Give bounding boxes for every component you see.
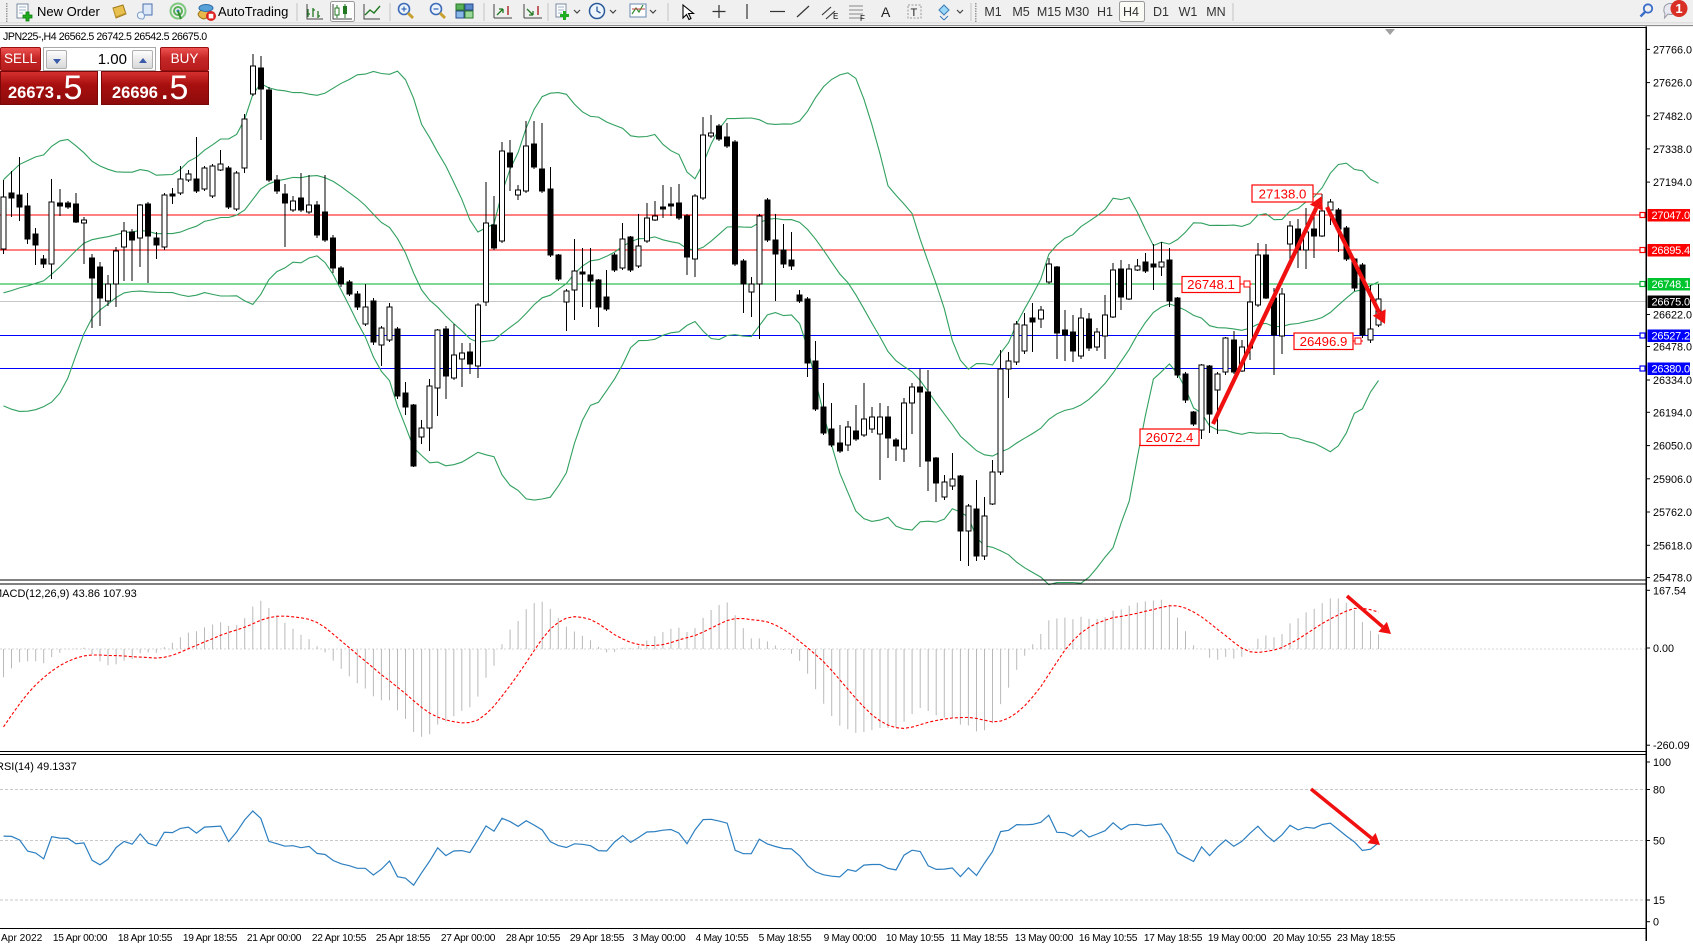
svg-text:23 May 18:55: 23 May 18:55 (1337, 933, 1396, 944)
svg-text:MN: MN (1206, 5, 1225, 19)
svg-text:26748.1: 26748.1 (1652, 279, 1690, 291)
svg-text:26622.0: 26622.0 (1653, 310, 1692, 322)
svg-text:100: 100 (1653, 757, 1671, 769)
svg-text:-260.09: -260.09 (1653, 740, 1690, 752)
svg-text:19 Apr 18:55: 19 Apr 18:55 (183, 933, 238, 944)
svg-text:3 May 00:00: 3 May 00:00 (633, 933, 686, 944)
svg-text:25 Apr 18:55: 25 Apr 18:55 (376, 933, 431, 944)
svg-text:20 May 10:55: 20 May 10:55 (1273, 933, 1332, 944)
svg-text:26527.2: 26527.2 (1652, 331, 1690, 343)
svg-text:26748.1: 26748.1 (1187, 277, 1235, 292)
svg-text:27338.0: 27338.0 (1653, 144, 1692, 156)
svg-text:A: A (881, 4, 891, 20)
svg-text:27138.0: 27138.0 (1259, 187, 1307, 202)
svg-text:0: 0 (1653, 917, 1659, 929)
svg-text:25762.0: 25762.0 (1653, 507, 1692, 519)
svg-text:5 May 18:55: 5 May 18:55 (759, 933, 812, 944)
svg-text:13 May 00:00: 13 May 00:00 (1015, 933, 1074, 944)
svg-text:M15: M15 (1037, 5, 1061, 19)
svg-text:25618.0: 25618.0 (1653, 540, 1692, 552)
svg-text:AutoTrading: AutoTrading (218, 4, 288, 19)
svg-text:26478.0: 26478.0 (1653, 342, 1692, 354)
svg-text:D1: D1 (1153, 5, 1169, 19)
svg-text:10 May 10:55: 10 May 10:55 (886, 933, 945, 944)
svg-text:27626.0: 27626.0 (1653, 78, 1692, 90)
svg-text:15: 15 (1653, 895, 1665, 907)
svg-text:New Order: New Order (37, 4, 101, 19)
svg-text:27766.0: 27766.0 (1653, 44, 1692, 56)
svg-text:50: 50 (1653, 836, 1665, 848)
svg-text:167.54: 167.54 (1653, 585, 1686, 597)
svg-text:29 Apr 18:55: 29 Apr 18:55 (570, 933, 625, 944)
svg-text:26334.0: 26334.0 (1653, 375, 1692, 387)
svg-text:28 Apr 10:55: 28 Apr 10:55 (506, 933, 561, 944)
svg-text:27047.0: 27047.0 (1652, 210, 1690, 222)
svg-text:25906.0: 25906.0 (1653, 474, 1692, 486)
svg-text:M1: M1 (984, 5, 1001, 19)
svg-text:26675.0: 26675.0 (1652, 297, 1690, 309)
svg-text:15 Apr 00:00: 15 Apr 00:00 (53, 933, 108, 944)
svg-text:M30: M30 (1065, 5, 1089, 19)
svg-text:W1: W1 (1179, 5, 1198, 19)
svg-text:26194.0: 26194.0 (1653, 407, 1692, 419)
svg-text:Apr 2022: Apr 2022 (1, 933, 43, 944)
svg-text:26496.9: 26496.9 (1300, 334, 1348, 349)
svg-text:H1: H1 (1097, 5, 1113, 19)
svg-text:26072.4: 26072.4 (1146, 430, 1194, 445)
svg-text:80: 80 (1653, 785, 1665, 797)
svg-text:1: 1 (1675, 1, 1682, 16)
svg-text:22 Apr 10:55: 22 Apr 10:55 (312, 933, 367, 944)
svg-text:17 May 18:55: 17 May 18:55 (1144, 933, 1203, 944)
svg-text:25478.0: 25478.0 (1653, 573, 1692, 585)
svg-text:26050.0: 26050.0 (1653, 441, 1692, 453)
svg-text:9 May 00:00: 9 May 00:00 (824, 933, 877, 944)
svg-text:RSI(14) 49.1337: RSI(14) 49.1337 (0, 761, 77, 773)
svg-text:27482.0: 27482.0 (1653, 111, 1692, 123)
svg-text:M5: M5 (1012, 5, 1029, 19)
svg-text:16 May 10:55: 16 May 10:55 (1079, 933, 1138, 944)
svg-text:18 Apr 10:55: 18 Apr 10:55 (118, 933, 173, 944)
svg-text:4 May 10:55: 4 May 10:55 (696, 933, 749, 944)
svg-text:26895.4: 26895.4 (1652, 245, 1690, 257)
svg-text:JPN225-,H4 26562.5 26742.5 26: JPN225-,H4 26562.5 26742.5 26542.5 26675… (3, 31, 207, 43)
svg-text:T: T (911, 7, 918, 19)
svg-text:0.00: 0.00 (1653, 643, 1674, 655)
svg-text:E: E (833, 12, 838, 21)
svg-text:F: F (860, 14, 865, 23)
svg-text:21 Apr 00:00: 21 Apr 00:00 (247, 933, 302, 944)
svg-text:H4: H4 (1123, 5, 1139, 19)
svg-text:27194.0: 27194.0 (1653, 177, 1692, 189)
svg-text:26380.0: 26380.0 (1652, 364, 1690, 376)
svg-text:MACD(12,26,9) 43.86 107.93: MACD(12,26,9) 43.86 107.93 (0, 588, 137, 600)
svg-text:19 May 00:00: 19 May 00:00 (1208, 933, 1267, 944)
svg-text:27 Apr 00:00: 27 Apr 00:00 (441, 933, 496, 944)
svg-text:11 May 18:55: 11 May 18:55 (950, 933, 1008, 944)
